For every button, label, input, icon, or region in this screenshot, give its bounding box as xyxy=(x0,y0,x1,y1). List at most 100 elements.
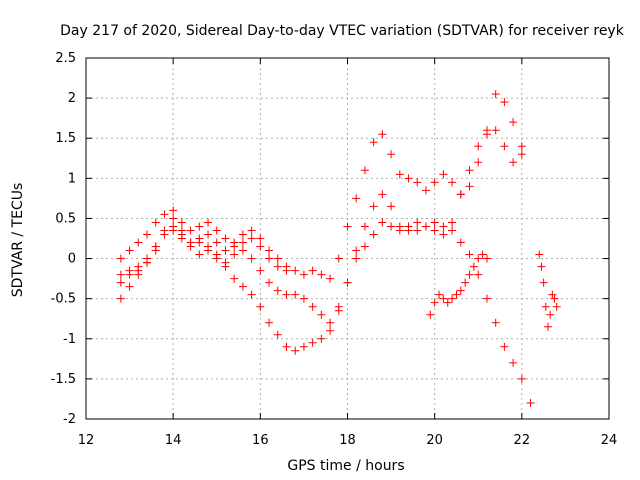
data-point xyxy=(535,250,544,259)
data-point xyxy=(151,242,160,251)
data-point xyxy=(439,170,448,179)
data-point xyxy=(413,226,422,235)
data-point xyxy=(500,142,509,151)
data-point xyxy=(352,246,361,255)
data-point xyxy=(509,118,518,127)
data-point xyxy=(430,298,439,307)
data-point xyxy=(526,398,535,407)
data-point xyxy=(448,294,457,303)
data-point xyxy=(326,274,335,283)
x-tick-label: 20 xyxy=(426,433,443,448)
data-point xyxy=(334,306,343,315)
y-tick-label: -2 xyxy=(63,412,76,427)
y-tick-label: -0.5 xyxy=(51,292,76,307)
data-point xyxy=(491,90,500,99)
data-point xyxy=(404,226,413,235)
data-point xyxy=(221,258,230,267)
series-track-f xyxy=(535,250,561,331)
data-point xyxy=(465,250,474,259)
data-point xyxy=(439,294,448,303)
y-tick-label: 2 xyxy=(68,91,76,106)
data-point xyxy=(552,302,561,311)
data-point xyxy=(221,246,230,255)
data-point xyxy=(378,190,387,199)
data-point xyxy=(238,282,247,291)
data-point xyxy=(430,218,439,227)
data-point xyxy=(537,262,546,271)
series-track-c xyxy=(116,90,526,283)
data-point xyxy=(151,218,160,227)
data-point xyxy=(273,254,282,263)
x-tick-label: 22 xyxy=(514,433,531,448)
data-point xyxy=(482,126,491,135)
data-point xyxy=(491,318,500,327)
data-point xyxy=(186,226,195,235)
series-track-d xyxy=(116,222,291,279)
data-point xyxy=(169,214,178,223)
data-point xyxy=(273,330,282,339)
data-point xyxy=(308,338,317,347)
series-track-b xyxy=(116,126,526,327)
data-point xyxy=(204,246,213,255)
y-tick-label: 1.5 xyxy=(55,131,76,146)
data-point xyxy=(273,262,282,271)
data-point xyxy=(212,226,221,235)
data-point xyxy=(482,254,491,263)
data-point xyxy=(326,318,335,327)
data-point xyxy=(308,302,317,311)
data-point xyxy=(212,238,221,247)
data-point xyxy=(247,290,256,299)
data-point xyxy=(378,218,387,227)
data-point xyxy=(169,222,178,231)
data-point xyxy=(369,230,378,239)
data-point xyxy=(247,226,256,235)
data-point xyxy=(291,346,300,355)
data-point xyxy=(273,286,282,295)
data-point xyxy=(421,186,430,195)
data-point xyxy=(265,318,274,327)
y-tick-label: -1.5 xyxy=(51,372,76,387)
series-track-a xyxy=(116,214,535,407)
data-point xyxy=(134,262,143,271)
data-point xyxy=(134,238,143,247)
data-point xyxy=(116,254,125,263)
data-point xyxy=(160,230,169,239)
y-tick-label: 0.5 xyxy=(55,211,76,226)
data-point xyxy=(509,358,518,367)
x-tick-label: 18 xyxy=(339,433,356,448)
x-axis-ticks: 12 14 16 18 20 22 24 xyxy=(78,58,617,448)
data-point xyxy=(143,254,152,263)
data-point xyxy=(448,178,457,187)
data-point xyxy=(413,178,422,187)
data-point xyxy=(491,126,500,135)
data-point xyxy=(543,322,552,331)
data-point xyxy=(265,246,274,255)
data-point xyxy=(430,226,439,235)
data-point xyxy=(435,290,444,299)
data-point xyxy=(474,158,483,167)
data-point xyxy=(474,254,483,263)
data-point xyxy=(317,270,326,279)
data-point xyxy=(299,294,308,303)
data-point xyxy=(299,342,308,351)
data-point xyxy=(326,326,335,335)
data-point xyxy=(230,274,239,283)
data-point xyxy=(282,266,291,275)
data-point xyxy=(230,250,239,259)
data-point xyxy=(517,374,526,383)
data-point xyxy=(550,294,559,303)
data-point xyxy=(291,266,300,275)
data-point xyxy=(465,270,474,279)
data-point xyxy=(387,202,396,211)
data-point xyxy=(282,290,291,299)
data-point xyxy=(125,282,134,291)
data-point xyxy=(500,342,509,351)
data-point xyxy=(360,222,369,231)
x-axis-label: GPS time / hours xyxy=(287,458,404,474)
data-point xyxy=(500,98,509,107)
data-point xyxy=(443,298,452,307)
data-point xyxy=(204,230,213,239)
data-point xyxy=(430,178,439,187)
data-point xyxy=(221,234,230,243)
data-point xyxy=(186,238,195,247)
